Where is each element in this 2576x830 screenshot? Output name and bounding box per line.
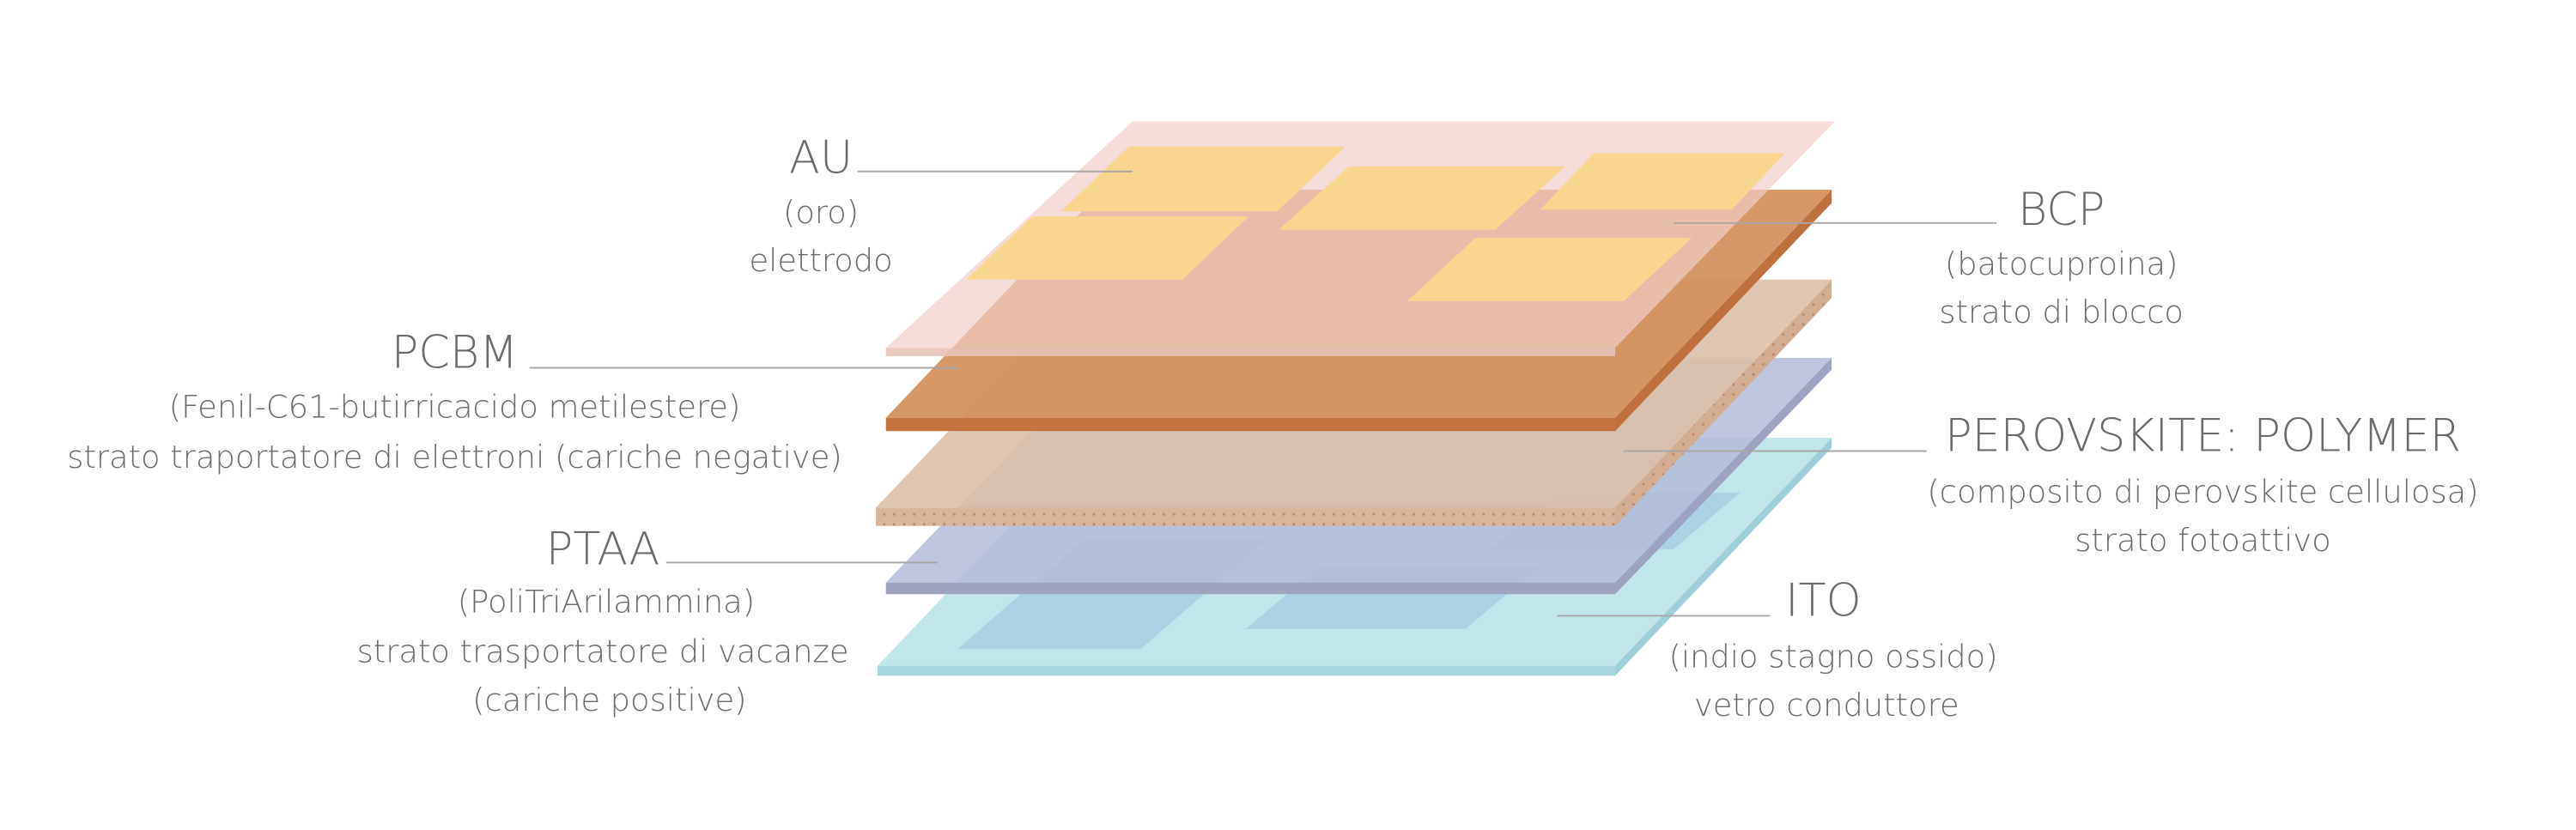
ptaa-side xyxy=(1615,357,1832,595)
layer-name: PTAA xyxy=(546,523,660,575)
layer-desc: strato trasportatore di vacanze xyxy=(357,633,849,670)
layer-desc: (cariche positive) xyxy=(472,682,746,718)
layer-name: PCBM xyxy=(392,327,519,379)
layer-desc: (batocuproina) xyxy=(1945,245,2178,282)
layer-desc: (indio stagno ossido) xyxy=(1668,639,1997,676)
layer-desc: strato di blocco xyxy=(1939,294,2184,330)
gold-pad xyxy=(965,216,1249,280)
layer-desc: (oro) xyxy=(783,194,859,231)
gold-pad xyxy=(1540,153,1785,210)
ito-edge xyxy=(878,665,1616,676)
pcbm-side xyxy=(1615,190,1832,432)
pcbm-edge xyxy=(885,417,1616,432)
layer-desc: strato traportatore di elettroni (carich… xyxy=(67,439,841,476)
layer-name: ITO xyxy=(1785,574,1862,627)
layer-desc: strato fotoattivo xyxy=(2075,522,2331,559)
ptaa-edge xyxy=(885,582,1616,595)
layer-desc: (Fenil-C61-butirricacido metilestere) xyxy=(169,389,741,426)
gold-pad xyxy=(1060,146,1346,212)
layer-name: PEROVSKITE: POLYMER xyxy=(1945,409,2461,462)
layer-desc: vetro conduttore xyxy=(1694,687,1959,724)
perovskite-texture xyxy=(876,507,1616,526)
perovskite-texture xyxy=(1615,279,1832,526)
layer-name: BCP xyxy=(2018,184,2105,236)
layer-desc: (composito di perovskite cellulosa) xyxy=(1927,474,2478,511)
layer-desc: elettrodo xyxy=(749,242,892,279)
layer-name: AU xyxy=(789,132,853,185)
layer-stack xyxy=(876,121,1835,676)
au-edge xyxy=(885,348,1616,356)
layer-desc: (PoliTriArilammina) xyxy=(458,584,755,621)
gold-pad xyxy=(1406,238,1692,301)
gold-pad xyxy=(1279,166,1565,230)
